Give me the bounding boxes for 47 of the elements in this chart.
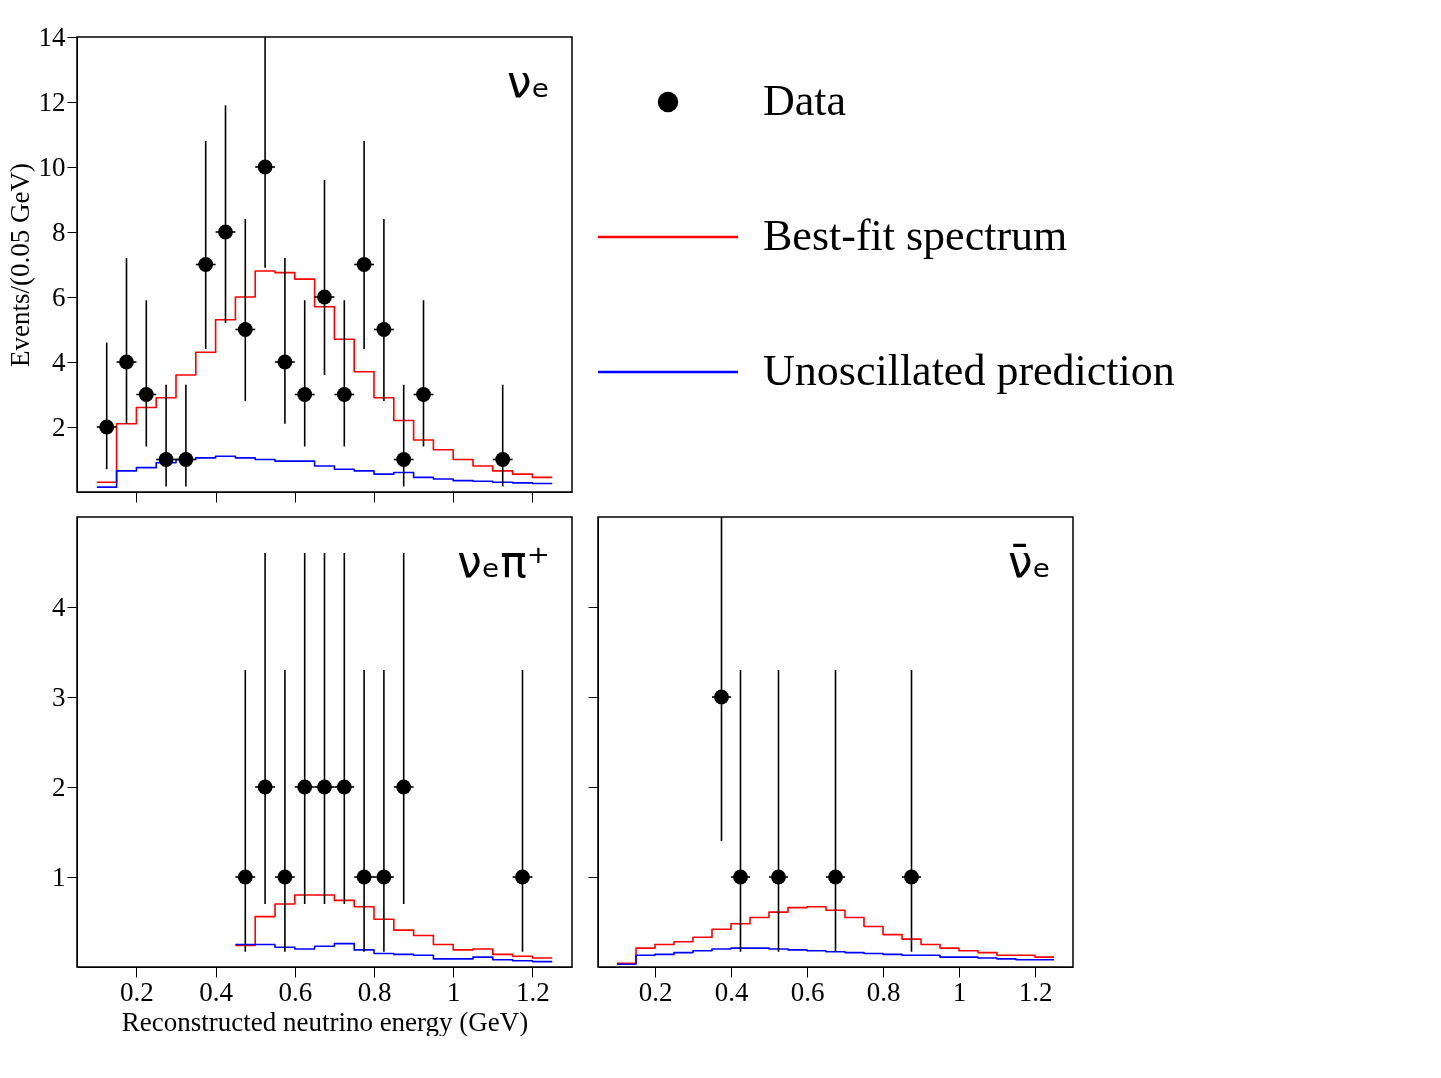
point [277,354,293,370]
legend-label: Best-fit spectrum [763,211,1068,260]
y-tick-label: 8 [52,216,66,247]
x-tick-label: 0.6 [278,976,313,1007]
y-tick-label: 14 [38,21,66,52]
point [119,354,134,370]
x-axis-title: Reconstructed neutrino energy (GeV) [121,1006,529,1037]
chart-title: ν̄ₑ [1008,536,1051,587]
y-tick-label: 10 [38,151,66,182]
y-tick-label: 6 [52,281,66,312]
x-tick-label: 0.4 [199,976,234,1007]
x-tick-label: 0.2 [120,976,154,1007]
point [495,452,511,467]
legend-label: Unoscillated prediction [763,346,1175,395]
x-tick-label: 1.2 [516,976,550,1007]
point [336,387,352,402]
y-tick-label: 3 [52,681,66,712]
point [218,224,233,240]
point [317,289,332,305]
x-tick-label: 0.8 [866,976,901,1007]
x-tick-label: 1.2 [1018,976,1053,1007]
x-tick-label: 0.4 [714,976,749,1007]
chart-title: νₑ [507,56,550,107]
point [297,387,313,402]
point [376,322,392,337]
point [396,452,412,467]
point [416,387,431,402]
point [138,387,154,402]
point [99,419,115,435]
chart-title: νₑπ⁺ [457,536,550,587]
y-tick-label: 2 [52,771,66,802]
x-tick-label: 1 [952,976,967,1007]
legend-label: Data [763,76,847,125]
point [237,322,253,337]
x-tick-label: 0.2 [638,976,673,1007]
y-tick-label: 12 [38,86,66,117]
x-tick-label: 0.6 [790,976,825,1007]
y-tick-label: 4 [52,346,66,377]
point [356,257,372,272]
x-tick-label: 1 [446,976,461,1007]
point [198,257,214,272]
y-tick-label: 4 [52,591,66,622]
y-tick-label: 2 [52,411,66,442]
y-tick-label: 1 [52,861,66,892]
y-axis-title: Events/(0.05 GeV) [4,163,35,367]
point [257,159,273,175]
x-tick-label: 0.8 [357,976,392,1007]
